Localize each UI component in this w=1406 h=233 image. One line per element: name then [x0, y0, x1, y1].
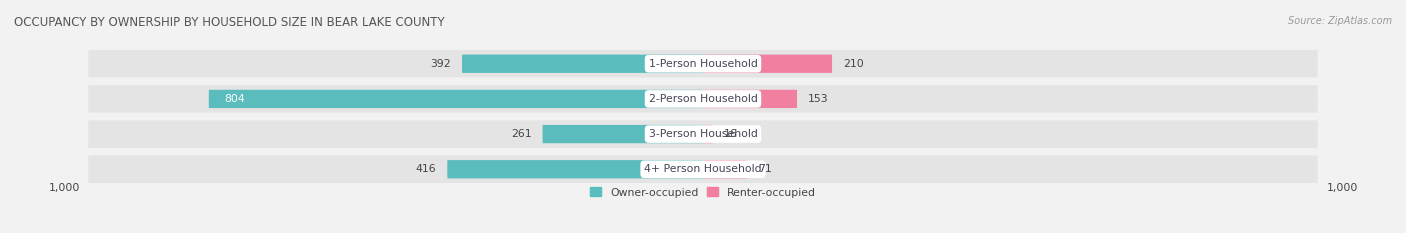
Text: 71: 71	[758, 164, 772, 174]
Text: 1,000: 1,000	[1326, 183, 1358, 193]
Legend: Owner-occupied, Renter-occupied: Owner-occupied, Renter-occupied	[591, 187, 815, 198]
Text: 4+ Person Household: 4+ Person Household	[644, 164, 762, 174]
Text: 153: 153	[808, 94, 828, 104]
FancyBboxPatch shape	[208, 90, 703, 108]
Text: 16: 16	[724, 129, 738, 139]
FancyBboxPatch shape	[463, 55, 703, 73]
Text: 392: 392	[430, 59, 451, 69]
FancyBboxPatch shape	[89, 85, 1317, 113]
FancyBboxPatch shape	[703, 55, 832, 73]
Text: 210: 210	[844, 59, 863, 69]
Text: 416: 416	[416, 164, 436, 174]
Text: OCCUPANCY BY OWNERSHIP BY HOUSEHOLD SIZE IN BEAR LAKE COUNTY: OCCUPANCY BY OWNERSHIP BY HOUSEHOLD SIZE…	[14, 16, 444, 29]
Text: 2-Person Household: 2-Person Household	[648, 94, 758, 104]
FancyBboxPatch shape	[543, 125, 703, 143]
Text: 3-Person Household: 3-Person Household	[648, 129, 758, 139]
FancyBboxPatch shape	[703, 160, 747, 178]
FancyBboxPatch shape	[89, 50, 1317, 77]
Text: 804: 804	[224, 94, 245, 104]
Text: Source: ZipAtlas.com: Source: ZipAtlas.com	[1288, 16, 1392, 26]
FancyBboxPatch shape	[703, 125, 713, 143]
Text: 1-Person Household: 1-Person Household	[648, 59, 758, 69]
Text: 1,000: 1,000	[48, 183, 80, 193]
FancyBboxPatch shape	[89, 120, 1317, 148]
Text: 261: 261	[510, 129, 531, 139]
FancyBboxPatch shape	[89, 156, 1317, 183]
FancyBboxPatch shape	[447, 160, 703, 178]
FancyBboxPatch shape	[703, 90, 797, 108]
